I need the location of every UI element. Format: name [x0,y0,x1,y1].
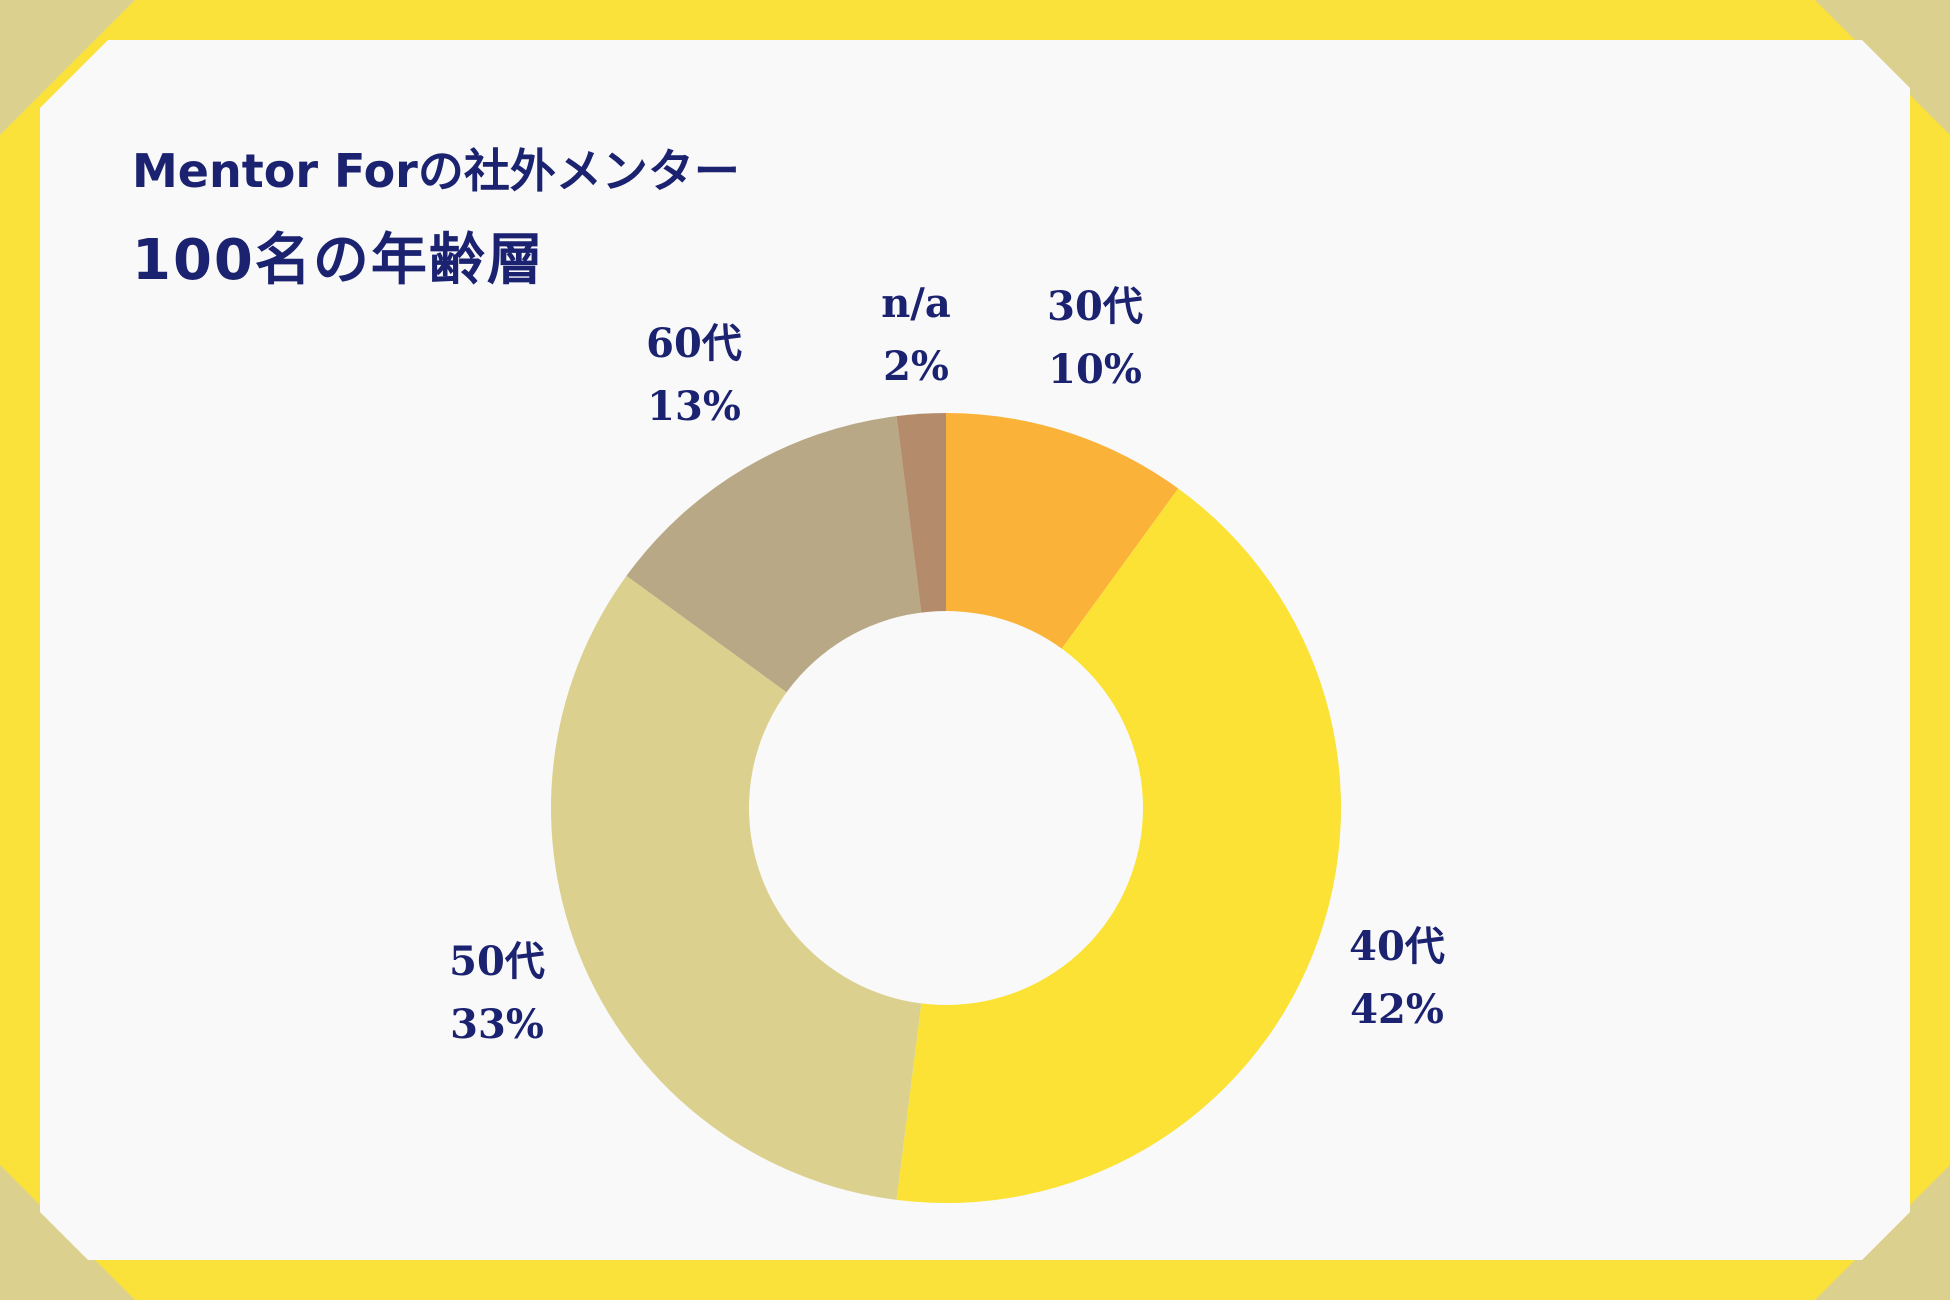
chart-title-line-2: 100名の年齢層 [132,228,545,293]
chart-title-line-1: Mentor Forの社外メンター [132,144,740,198]
slice-category-label: 30代 [1047,283,1143,330]
slice-category-label: 40代 [1349,923,1445,970]
slice-value-label: 13% [647,383,741,430]
slice-2 [551,575,946,1200]
donut-hole [749,611,1143,1005]
slice-category-label: 60代 [646,320,742,367]
slice-value-label: 10% [1048,346,1142,393]
corner-decoration-top-left [0,0,135,135]
slice-labels: 30代 10% 40代 42% 50代 33% 60代 13% n/a 2% [449,280,1445,1048]
slice-value-label: 42% [1350,986,1444,1033]
slice-value-label: 2% [883,343,949,390]
slice-category-label: 50代 [449,938,545,985]
slice-category-label: n/a [881,280,951,327]
slice-value-label: 33% [450,1001,544,1048]
